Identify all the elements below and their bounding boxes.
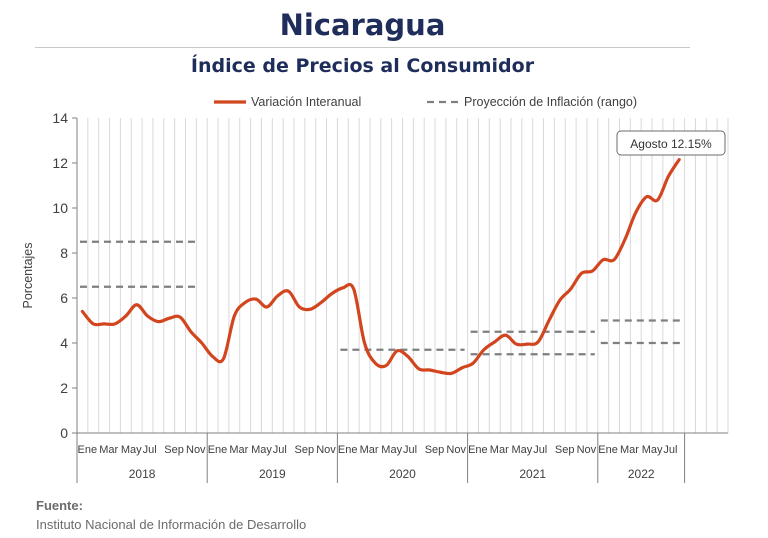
x-tick-label: Ene [208,444,228,456]
source-label: Fuente: [36,498,83,513]
x-tick-label: Sep [555,444,575,456]
source-text: Instituto Nacional de Información de Des… [36,517,307,532]
year-label: 2021 [519,467,546,481]
x-tick-label: May [512,444,533,456]
x-tick-label: Ene [78,444,98,456]
x-tick-label: May [251,444,272,456]
chart-subtitle: Índice de Precios al Consumidor [190,55,535,77]
x-tick-label: Sep [295,444,315,456]
x-tick-label: Nov [186,444,206,456]
legend-label-proyeccion: Proyección de Inflación (rango) [464,95,637,109]
series-layer [80,158,681,376]
x-tick-label: Jul [663,444,677,456]
series-line-variacion-interanual [80,158,681,376]
x-tick-label: Nov [446,444,466,456]
x-tick-label: May [642,444,663,456]
y-tick-label: 8 [60,245,68,261]
x-tick-label: May [121,444,142,456]
annotation-label: Agosto 12.15% [630,137,712,151]
x-tick-label: Mar [620,444,639,456]
y-tick-label: 6 [60,290,68,306]
y-tick-label: 2 [60,380,68,396]
grid [76,118,729,433]
year-label: 2022 [628,467,655,481]
x-tick-label: Sep [425,444,445,456]
y-tick-label: 4 [60,335,68,351]
projection-ranges [80,240,682,356]
x-tick-label: Ene [338,444,358,456]
y-tick-label: 12 [52,155,68,171]
y-tick-label: 0 [60,425,68,441]
x-tick-label: Nov [577,444,597,456]
x-tick-label: Jul [273,444,287,456]
legend-label-variacion: Variación Interanual [251,95,361,109]
year-label: 2019 [259,467,286,481]
x-tick-label: Mar [229,444,248,456]
x-tick-label: Mar [490,444,509,456]
x-tick-label: May [381,444,402,456]
x-tick-label: Jul [403,444,417,456]
y-tick-label: 10 [52,200,68,216]
x-tick-label: Ene [468,444,488,456]
y-axis-label: Porcentajes [21,242,35,308]
annotation: Agosto 12.15% [616,130,726,156]
y-tick-label: 14 [52,110,68,126]
chart-title: Nicaragua [279,8,446,42]
x-tick-label: Mar [360,444,379,456]
year-label: 2018 [129,467,156,481]
x-tick-label: Sep [164,444,184,456]
title-divider [35,47,690,48]
x-tick-label: Ene [598,444,618,456]
x-tick-label: Jul [533,444,547,456]
legend: Variación Interanual Proyección de Inflac… [214,95,637,109]
x-tick-label: Nov [316,444,336,456]
x-tick-label: Jul [143,444,157,456]
year-label: 2020 [389,467,416,481]
annotation-box [616,130,726,156]
y-axis: 0 2 4 6 8 10 12 14 Porcentajes [21,110,78,441]
x-tick-label: Mar [99,444,118,456]
